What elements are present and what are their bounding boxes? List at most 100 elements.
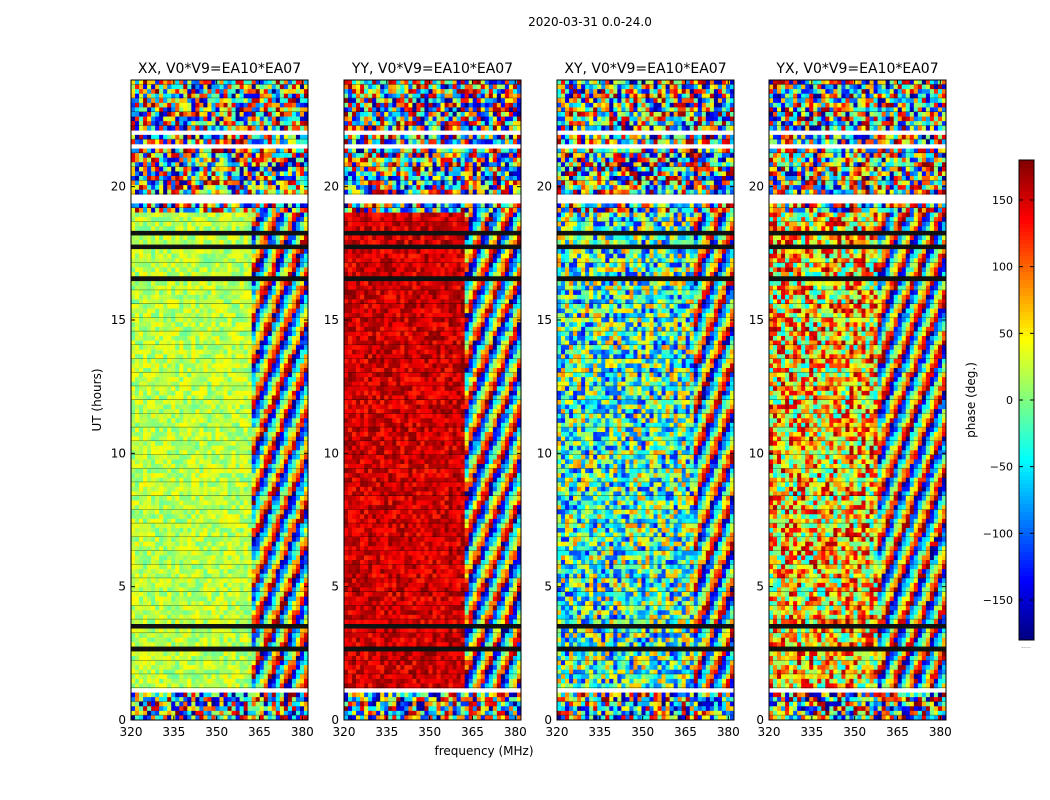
heatmap-cell bbox=[187, 331, 192, 337]
heatmap-cell bbox=[299, 363, 305, 369]
heatmap-cell bbox=[251, 518, 257, 524]
heatmap-cell bbox=[231, 409, 236, 415]
heatmap-cell bbox=[283, 477, 289, 483]
heatmap-cell bbox=[283, 322, 289, 328]
heatmap-cell bbox=[255, 541, 261, 547]
heatmap-cell bbox=[263, 226, 269, 232]
heatmap-cell bbox=[263, 148, 269, 154]
heatmap-cell bbox=[151, 560, 156, 565]
heatmap-cell bbox=[155, 523, 160, 529]
heatmap-cell bbox=[175, 605, 180, 611]
heatmap-cell bbox=[211, 313, 216, 319]
heatmap-cell bbox=[287, 409, 293, 415]
heatmap-cell bbox=[139, 555, 144, 561]
heatmap-cell bbox=[255, 185, 261, 191]
heatmap-cell bbox=[215, 628, 220, 634]
heatmap-cell bbox=[151, 221, 156, 227]
heatmap-cell bbox=[303, 336, 309, 341]
heatmap-cell bbox=[303, 468, 309, 474]
heatmap-cell bbox=[295, 541, 301, 547]
heatmap-cell bbox=[191, 422, 196, 428]
heatmap-cell bbox=[139, 258, 144, 264]
heatmap-cell bbox=[275, 345, 281, 351]
heatmap-cell bbox=[187, 514, 192, 520]
heatmap-cell bbox=[135, 486, 140, 492]
heatmap-cell bbox=[131, 432, 136, 437]
heatmap-cell bbox=[279, 349, 285, 355]
heatmap-cell bbox=[235, 569, 240, 575]
heatmap-cell bbox=[147, 482, 152, 488]
heatmap-cell bbox=[299, 560, 305, 565]
heatmap-cell bbox=[135, 340, 140, 346]
heatmap-cell bbox=[235, 523, 240, 529]
heatmap-cell bbox=[223, 532, 228, 538]
heatmap-cell bbox=[211, 605, 216, 611]
heatmap-cell bbox=[203, 596, 208, 602]
heatmap-cell bbox=[267, 166, 273, 172]
heatmap-cell bbox=[183, 573, 188, 579]
heatmap-cell bbox=[251, 601, 257, 607]
heatmap-cell bbox=[187, 354, 192, 360]
heatmap-cell bbox=[235, 592, 240, 597]
heatmap-cell bbox=[171, 409, 176, 415]
heatmap-cell bbox=[259, 477, 265, 483]
heatmap-cell bbox=[295, 477, 301, 483]
heatmap-cell bbox=[259, 139, 265, 145]
heatmap-cell bbox=[267, 381, 273, 387]
heatmap-cell bbox=[227, 381, 232, 387]
heatmap-cell bbox=[283, 614, 289, 620]
heatmap-cell bbox=[275, 491, 281, 497]
heatmap-cell bbox=[215, 587, 220, 593]
heatmap-cell bbox=[143, 422, 148, 428]
heatmap-cell bbox=[247, 523, 252, 529]
heatmap-cell bbox=[291, 473, 297, 479]
heatmap-cell bbox=[251, 349, 257, 355]
heatmap-cell bbox=[283, 134, 289, 140]
heatmap-cell bbox=[171, 404, 176, 410]
heatmap-cell bbox=[223, 80, 228, 85]
heatmap-cell bbox=[147, 505, 152, 511]
heatmap-cell bbox=[271, 390, 277, 396]
heatmap-cell bbox=[195, 509, 200, 515]
heatmap-cell bbox=[239, 345, 244, 351]
heatmap-cell bbox=[195, 313, 200, 319]
heatmap-cell bbox=[279, 486, 285, 492]
heatmap-cell bbox=[291, 180, 297, 186]
heatmap-cell bbox=[223, 153, 228, 159]
heatmap-cell bbox=[235, 395, 240, 401]
heatmap-cell bbox=[255, 509, 261, 515]
heatmap-cell bbox=[291, 317, 297, 323]
heatmap-cell bbox=[179, 436, 184, 442]
heatmap-cell bbox=[263, 473, 269, 479]
heatmap-cell bbox=[255, 564, 261, 570]
heatmap-cell bbox=[219, 436, 224, 442]
heatmap-cell bbox=[227, 477, 232, 483]
heatmap-cell bbox=[167, 509, 172, 515]
heatmap-cell bbox=[295, 614, 301, 620]
heatmap-cell bbox=[183, 532, 188, 538]
heatmap-cell bbox=[227, 464, 232, 469]
heatmap-cell bbox=[187, 541, 192, 547]
heatmap-cell bbox=[147, 354, 152, 360]
heatmap-cell bbox=[179, 505, 184, 511]
heatmap-cell bbox=[275, 587, 281, 593]
heatmap-cell bbox=[167, 528, 172, 533]
heatmap-cell bbox=[287, 290, 293, 296]
heatmap-cell bbox=[175, 496, 180, 501]
heatmap-cell bbox=[195, 116, 200, 122]
heatmap-cell bbox=[243, 272, 248, 277]
heatmap-cell bbox=[159, 514, 164, 520]
heatmap-cell bbox=[211, 171, 216, 177]
heatmap-cell bbox=[171, 418, 176, 424]
heatmap-cell bbox=[191, 473, 196, 479]
heatmap-cell bbox=[179, 331, 184, 337]
heatmap-cell bbox=[195, 180, 200, 186]
heatmap-cell bbox=[299, 349, 305, 355]
heatmap-cell bbox=[231, 505, 236, 511]
heatmap-cell bbox=[219, 84, 224, 90]
heatmap-cell bbox=[163, 523, 168, 529]
heatmap-cell bbox=[303, 212, 309, 218]
heatmap-cell bbox=[183, 427, 188, 433]
heatmap-cell bbox=[187, 294, 192, 300]
heatmap-cell bbox=[155, 587, 160, 593]
